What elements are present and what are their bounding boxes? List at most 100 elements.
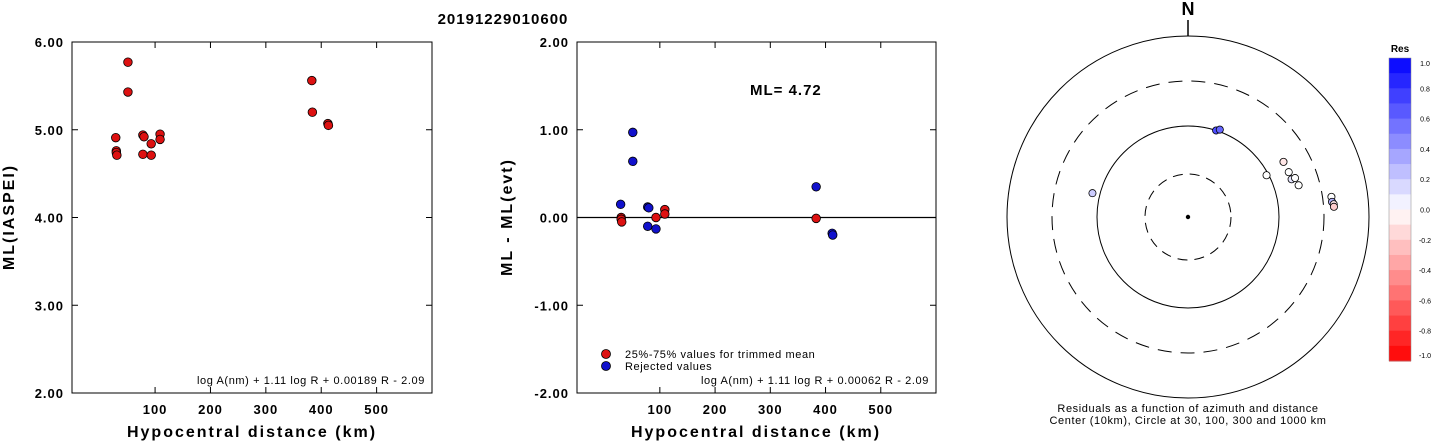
colorbar-label: 1.0 [1420, 61, 1430, 68]
x-tick-label: 100 [143, 402, 168, 417]
y-tick-label: 3.00 [35, 298, 64, 313]
x-axis-label: Hypocentral distance (km) [127, 424, 377, 441]
residual-point [1279, 157, 1288, 166]
colorbar-label: -0.6 [1419, 298, 1431, 305]
data-point [123, 87, 133, 97]
data-point [828, 230, 838, 240]
colorbar-cell [1389, 209, 1411, 226]
x-tick-label: 200 [198, 402, 223, 417]
y-tick-label: 2.00 [540, 35, 569, 50]
data-point [307, 107, 318, 117]
x-axis-ticks: 100 200 300 400 500 [647, 42, 893, 417]
panel-magnitude: 2.00 3.00 4.00 5.00 6.00 100 200 300 400 500 ML(… [1, 35, 433, 441]
colorbar-cell [1389, 330, 1411, 347]
residual-colorbar: Res 1.0 0.8 0.6 0.4 0.2 0.0 -0.2 -0.4 -0.6 -0.8 -1… [1388, 44, 1431, 362]
colorbar-cell [1389, 88, 1411, 104]
data-point [811, 182, 821, 192]
y-tick-label: 1.00 [540, 123, 569, 138]
colorbar-title: Res [1391, 44, 1410, 55]
legend-label-rejected: Rejected values [625, 361, 712, 373]
data-point [139, 132, 149, 142]
colorbar-cell [1389, 270, 1411, 286]
residual-point [1291, 174, 1300, 183]
colorbar-cell [1389, 118, 1411, 135]
center-point [1185, 214, 1191, 220]
polar-caption-2: Center (10km), Circle at 30, 100, 300 an… [1049, 415, 1326, 427]
data-point [628, 127, 638, 138]
colorbar-label: -0.2 [1419, 238, 1431, 245]
data-point [617, 217, 627, 227]
formula-text: log A(nm) + 1.11 log R + 0.00062 R - 2.0… [701, 375, 929, 387]
data-point [146, 150, 156, 160]
x-tick-label: 300 [758, 402, 783, 417]
data-points [615, 127, 838, 240]
colorbar-label: -1.0 [1419, 353, 1431, 360]
data-point [146, 139, 156, 149]
polar-caption-1: Residuals as a function of azimuth and d… [1057, 403, 1318, 415]
colorbar-label: -0.8 [1419, 329, 1431, 336]
colorbar-label: 0.8 [1420, 86, 1430, 93]
legend-marker-trimmed [601, 349, 611, 359]
y-axis-label: ML(IASPEI) [1, 164, 18, 270]
data-point [155, 134, 165, 145]
ring-100km [1096, 125, 1280, 309]
ring-300km [1051, 80, 1325, 354]
colorbar-cell [1389, 103, 1411, 120]
residual-point [1262, 171, 1271, 180]
data-point [642, 221, 653, 231]
data-point [651, 212, 661, 223]
colorbar-label: 0.6 [1420, 117, 1430, 124]
y-tick-label: 5.00 [35, 123, 64, 138]
y-axis-label: ML - ML(evt) [499, 158, 516, 276]
legend-marker-rejected [601, 361, 611, 371]
colorbar-cell [1389, 285, 1411, 301]
residual-point [1329, 202, 1338, 211]
figure-title: 20191229010600 [438, 11, 569, 28]
data-points [111, 57, 334, 160]
data-point [644, 203, 654, 213]
colorbar-cell [1389, 148, 1411, 165]
y-tick-label: 4.00 [35, 211, 64, 226]
colorbar-frame [1388, 57, 1412, 362]
data-point [615, 199, 626, 210]
x-tick-label: 500 [868, 402, 893, 417]
data-point [123, 57, 133, 67]
colorbar-cells [1388, 57, 1412, 362]
colorbar-label: 0.2 [1420, 177, 1430, 184]
data-point [660, 209, 670, 219]
residual-point [1215, 125, 1224, 134]
polar-residual-map: N Residuals as a function of azimuth and… [1006, 0, 1370, 427]
colorbar-label: 0.0 [1420, 208, 1430, 215]
ring-30km [1144, 173, 1232, 261]
panel-residual: -2.00 -1.00 0.00 1.00 2.00 100 200 300 400 500 M… [499, 35, 937, 441]
colorbar-label: -0.4 [1419, 268, 1431, 275]
x-axis-label: Hypocentral distance (km) [631, 424, 881, 441]
data-point [138, 149, 148, 160]
x-axis-ticks: 100 200 300 400 500 [143, 42, 389, 417]
colorbar-cell [1389, 194, 1411, 210]
colorbar-label: 0.4 [1420, 147, 1430, 154]
y-tick-label: -1.00 [534, 298, 569, 313]
y-tick-label: -2.00 [534, 386, 569, 401]
colorbar-cell [1389, 224, 1411, 241]
colorbar-cell [1389, 179, 1411, 195]
colorbar-cell [1389, 315, 1411, 332]
data-point [323, 120, 334, 131]
colorbar-cell [1389, 73, 1411, 89]
y-axis-ticks: 2.00 3.00 4.00 5.00 6.00 [35, 35, 432, 401]
y-axis-ticks: -2.00 -1.00 0.00 1.00 2.00 [534, 35, 936, 401]
y-tick-label: 6.00 [35, 35, 64, 50]
colorbar-labels: 1.0 0.8 0.6 0.4 0.2 0.0 -0.2 -0.4 -0.6 -0.8 -1.0 [1419, 61, 1431, 360]
x-tick-label: 200 [703, 402, 728, 417]
residual-point [1088, 189, 1097, 198]
colorbar-cell [1389, 58, 1411, 74]
x-tick-label: 500 [364, 402, 389, 417]
data-point [112, 150, 122, 160]
data-point [307, 75, 317, 86]
data-point [628, 156, 638, 167]
ml-annotation: ML= 4.72 [750, 82, 822, 99]
ring-1000km [1006, 35, 1370, 399]
colorbar-cell [1389, 345, 1411, 362]
colorbar-cell [1389, 239, 1411, 256]
